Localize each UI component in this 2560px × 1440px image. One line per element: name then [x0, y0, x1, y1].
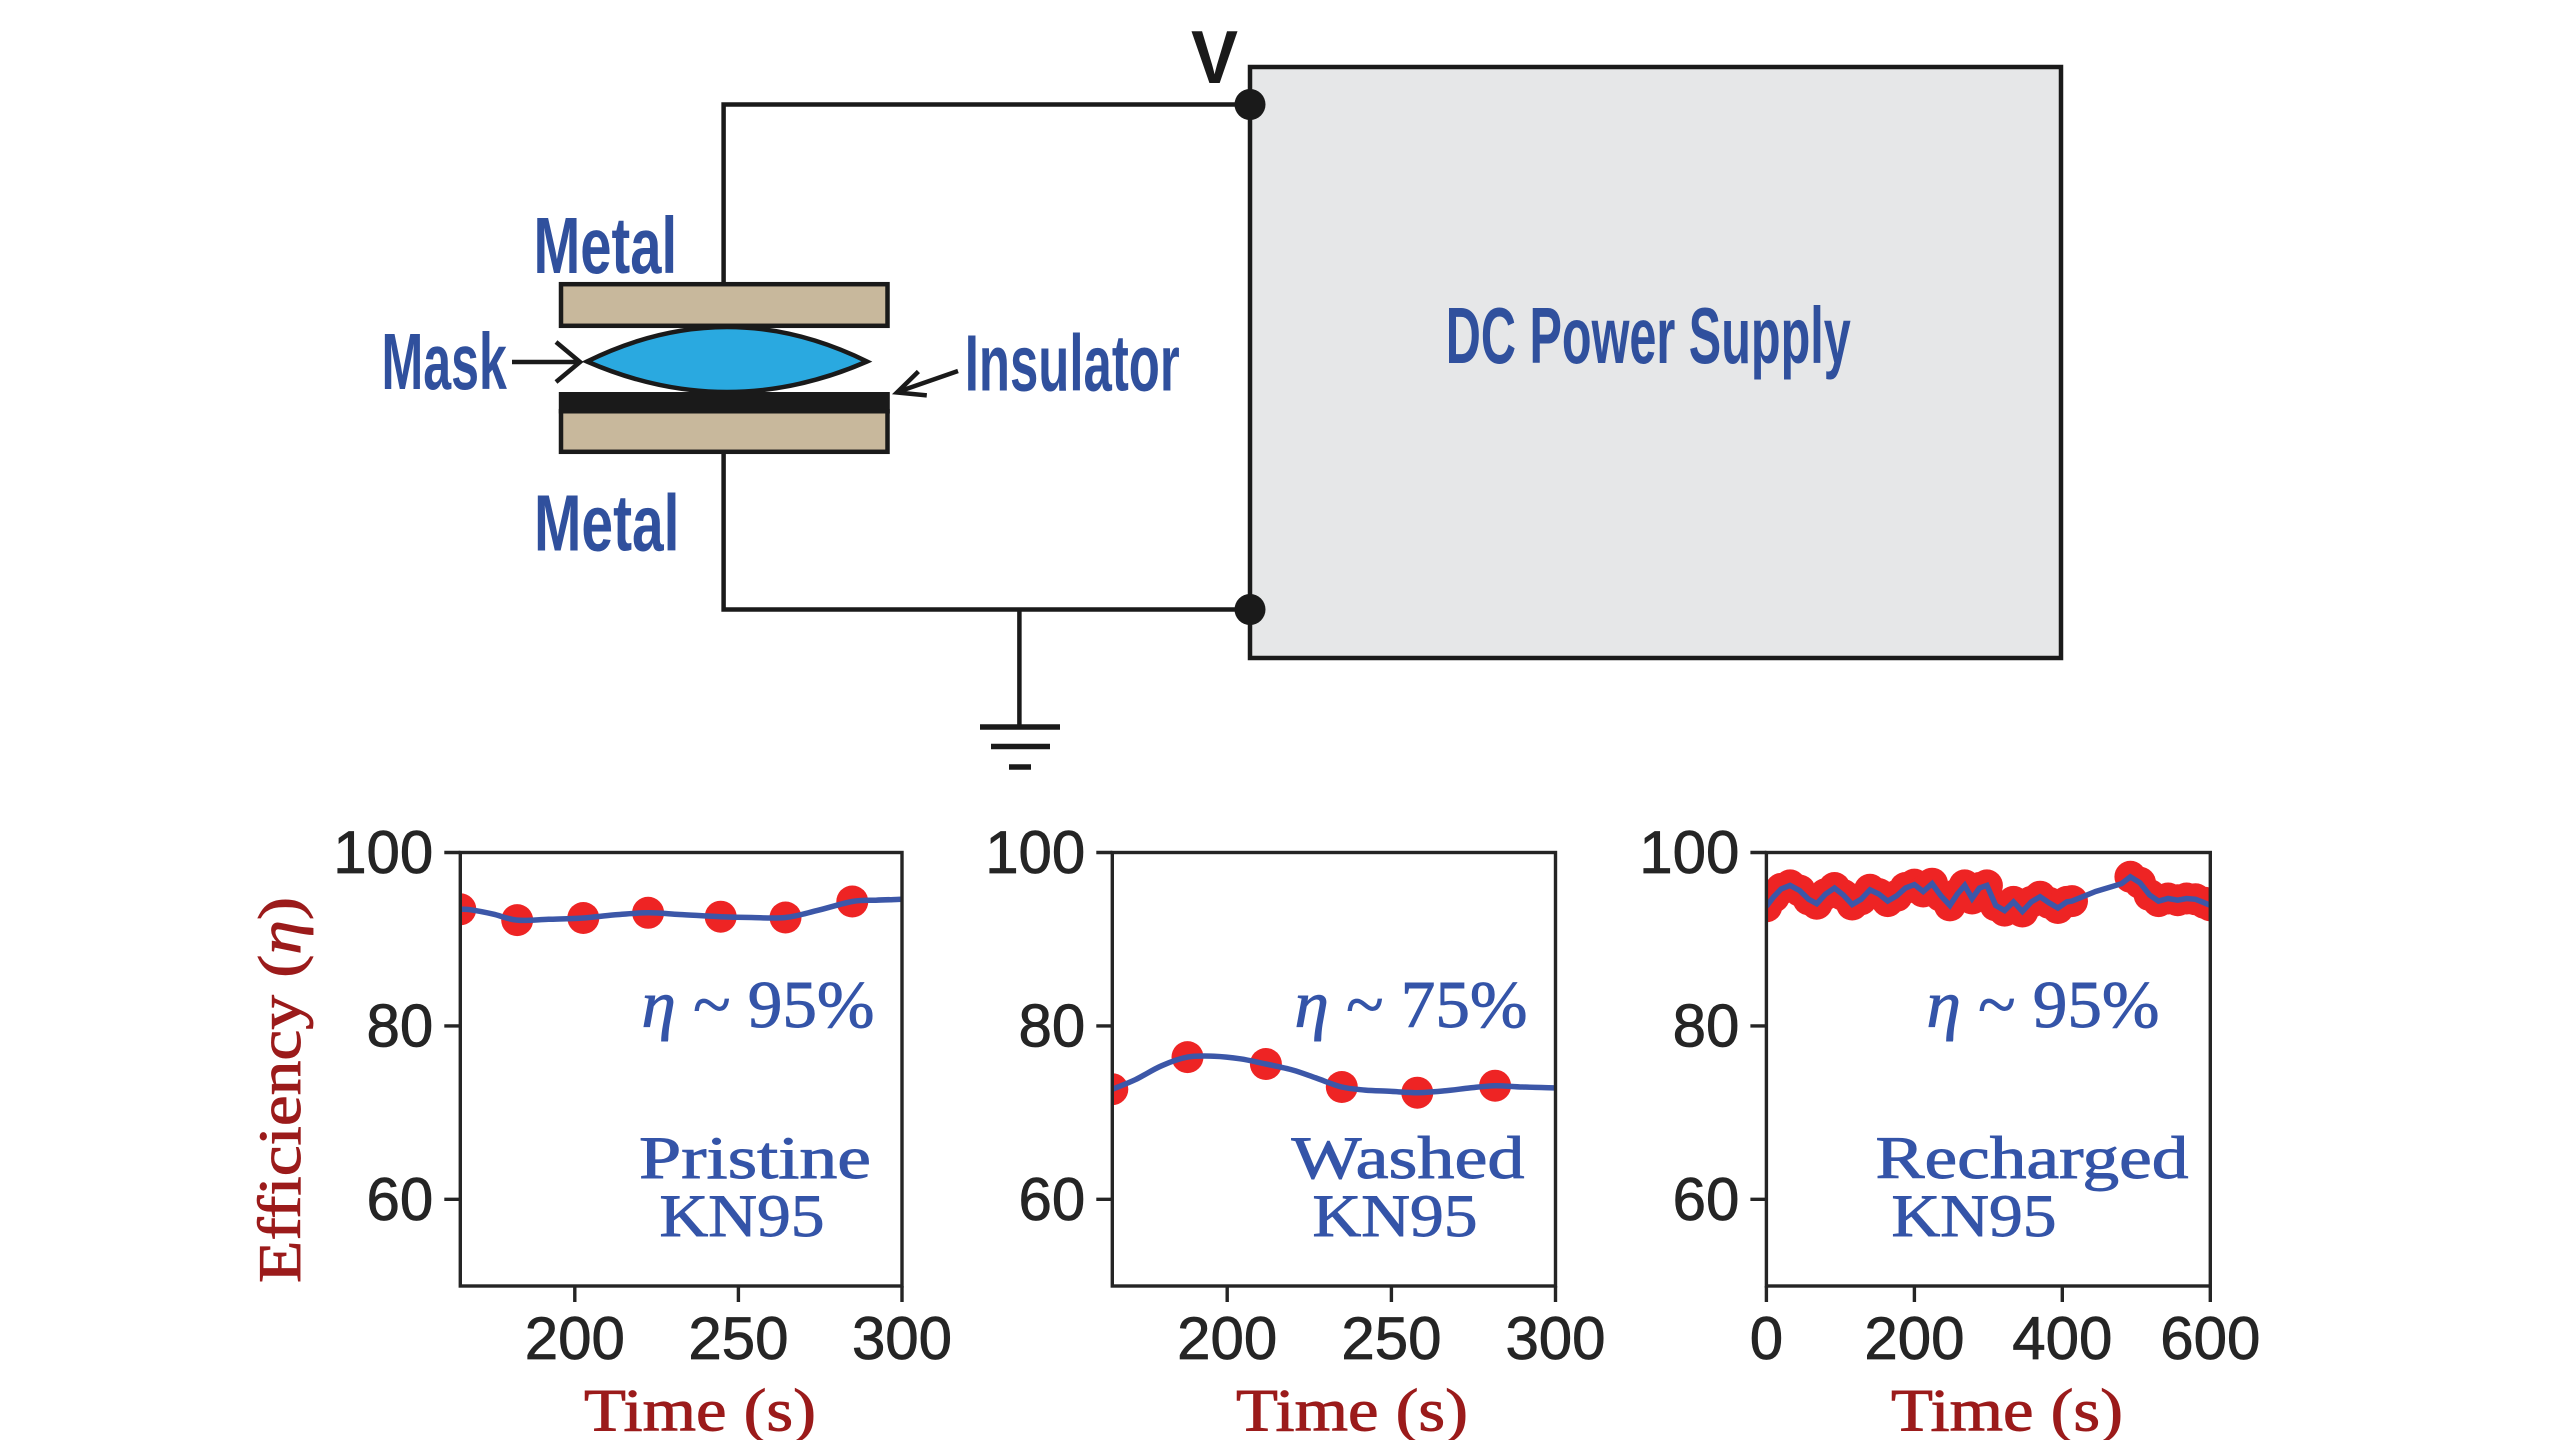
- svg-text:300: 300: [852, 1305, 952, 1372]
- svg-text:400: 400: [2012, 1305, 2112, 1372]
- svg-text:100: 100: [985, 819, 1085, 886]
- svg-text:200: 200: [1177, 1305, 1277, 1372]
- svg-text:DC Power Supply: DC Power Supply: [1446, 291, 1851, 380]
- svg-text:Washed: Washed: [1292, 1125, 1525, 1191]
- svg-text:Metal: Metal: [534, 479, 680, 568]
- svg-text:60: 60: [1673, 1166, 1740, 1233]
- svg-text:Recharged: Recharged: [1876, 1125, 2189, 1191]
- svg-text:Time (s): Time (s): [1236, 1378, 1468, 1440]
- svg-text:KN95: KN95: [1892, 1183, 2057, 1249]
- svg-text:0: 0: [1750, 1305, 1783, 1372]
- svg-text:Mask: Mask: [382, 317, 508, 406]
- svg-text:η ~ 95%: η ~ 95%: [642, 968, 875, 1042]
- svg-text:200: 200: [525, 1305, 625, 1372]
- svg-text:250: 250: [688, 1305, 788, 1372]
- svg-text:Time (s): Time (s): [1891, 1378, 2123, 1440]
- svg-text:Efficiency (η): Efficiency (η): [247, 897, 313, 1283]
- svg-text:80: 80: [1673, 992, 1740, 1059]
- svg-text:600: 600: [2160, 1305, 2260, 1372]
- svg-text:60: 60: [367, 1166, 434, 1233]
- svg-text:η ~ 95%: η ~ 95%: [1927, 968, 2160, 1042]
- svg-text:V: V: [1191, 15, 1238, 99]
- svg-text:300: 300: [1505, 1305, 1605, 1372]
- svg-text:100: 100: [333, 819, 433, 886]
- svg-text:Insulator: Insulator: [965, 318, 1180, 407]
- svg-text:80: 80: [367, 992, 434, 1059]
- svg-text:60: 60: [1019, 1166, 1086, 1233]
- svg-text:KN95: KN95: [1313, 1183, 1478, 1249]
- svg-text:Metal: Metal: [534, 201, 678, 290]
- svg-text:Time (s): Time (s): [584, 1378, 816, 1440]
- svg-text:80: 80: [1019, 992, 1086, 1059]
- svg-text:Pristine: Pristine: [639, 1125, 871, 1191]
- svg-text:KN95: KN95: [660, 1183, 825, 1249]
- svg-text:200: 200: [1864, 1305, 1964, 1372]
- svg-text:η ~ 75%: η ~ 75%: [1295, 968, 1528, 1042]
- svg-text:250: 250: [1341, 1305, 1441, 1372]
- svg-text:100: 100: [1639, 819, 1739, 886]
